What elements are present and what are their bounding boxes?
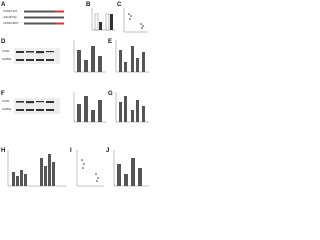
sequence-label: VCAN3'-WT [3,9,17,13]
page: A VCAN3'-WT miR-497-5p VCAN3'-MUT B C D … [0,0,150,194]
panel-label: F [1,91,5,97]
panel-label: E [108,39,112,45]
blot-label: VCAN [2,99,9,103]
sequence [24,22,64,25]
panel-label: D [1,39,6,45]
bars [12,154,55,186]
scatter [128,13,144,29]
blot-label: GAPDH [2,107,11,111]
sequence [24,16,64,19]
panel-label: J [106,148,109,154]
bar [105,13,110,31]
blot [14,98,60,114]
bands [16,101,54,111]
sequence-label: miR-497-5p [3,15,17,19]
figure: A VCAN3'-WT miR-497-5p VCAN3'-MUT B C D … [1,2,149,187]
bars [77,96,102,122]
seed-site [55,10,64,13]
blot-label: VCAN [2,49,9,53]
panel-label: C [117,2,122,8]
mutant-site [55,22,64,25]
blot-label: GAPDH [2,57,11,61]
bars [119,46,145,72]
bar [99,22,102,30]
scatter [81,159,99,182]
bars [117,158,142,186]
bar [110,14,113,30]
bars [77,46,102,72]
bands [16,51,54,61]
bar [94,13,99,31]
axis [123,8,148,33]
panel-label: G [108,91,113,97]
panel-label: H [1,148,5,154]
sequence-label: VCAN3'-MUT [3,21,19,25]
panel-label: B [86,2,91,8]
axis [73,92,106,123]
axis [76,150,104,187]
panel-label: I [70,148,72,154]
axis [113,150,149,187]
blot [14,48,60,64]
sequence [24,10,64,13]
axis [73,40,106,73]
bars [119,96,145,122]
panel-label: A [1,2,6,8]
